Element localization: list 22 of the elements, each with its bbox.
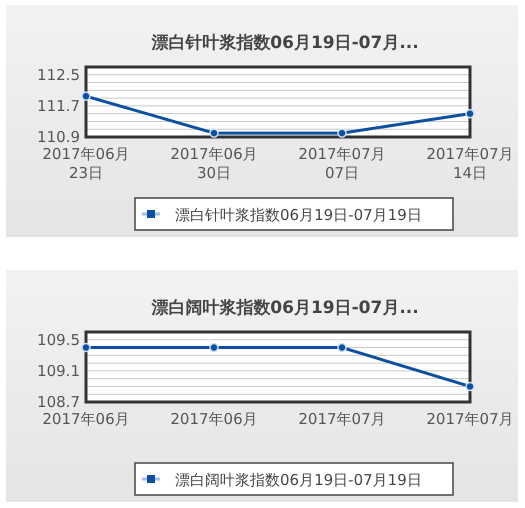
chart-title: 漂白阔叶浆指数06月19日-07月... [150,298,419,318]
y-tick-label: 111.7 [37,96,80,115]
y-tick-label: 109.5 [37,330,80,349]
y-tick-label: 112.5 [37,66,80,84]
x-tick-label: 2017年07月 07日 [298,145,386,182]
x-tick-label: 2017年06月 [42,410,130,428]
legend-label: 漂白针叶浆指数06月19日-07月19日 [175,206,422,224]
x-tick-label: 2017年07月 [298,410,386,428]
x-tick-label: 2017年06月 [170,410,258,428]
point [209,128,219,138]
x-tick-label: 2017年07月 14日 [426,145,514,182]
point [337,128,347,138]
point [465,108,475,118]
x-tick-label: 2017年06月 30日 [170,145,258,182]
x-tick-label: 2017年07月 [426,410,514,428]
y-tick-label: 110.9 [37,128,80,146]
y-tick-label: 108.7 [37,393,80,411]
chart-title: 漂白针叶浆指数06月19日-07月... [150,33,419,53]
point [81,91,91,101]
y-tick-label: 109.1 [37,362,80,380]
x-tick-label: 2017年06月 23日 [42,145,130,182]
legend-label: 漂白阔叶浆指数06月19日-07月19日 [175,471,422,489]
